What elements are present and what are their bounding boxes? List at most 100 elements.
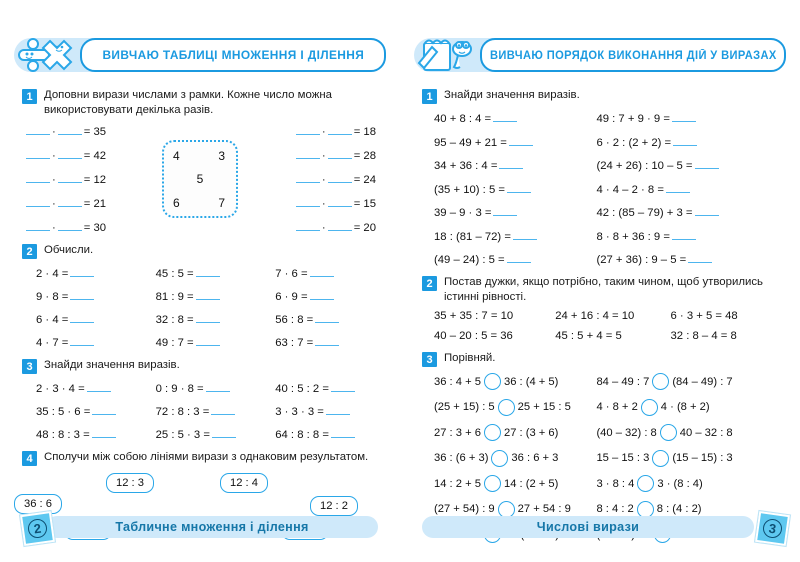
equation-row[interactable]: 49 : 7 =: [156, 334, 276, 349]
answer-blank[interactable]: [327, 219, 352, 232]
comparison-circle[interactable]: [483, 424, 501, 442]
answer-blank[interactable]: [70, 265, 95, 278]
comparison-circle[interactable]: [491, 449, 509, 467]
answer-blank[interactable]: [330, 380, 355, 393]
equation-row[interactable]: 40 + 8 : 4 =: [434, 110, 596, 125]
equation-row[interactable]: 6 · 4 =: [36, 311, 156, 326]
compare-row[interactable]: 36 : (6 + 3) 36 : 6 + 3: [434, 449, 596, 467]
answer-blank[interactable]: [327, 147, 352, 160]
equation-row[interactable]: 6 · 3 + 5 = 48: [670, 310, 738, 323]
answer-blank[interactable]: [499, 157, 524, 169]
compare-row[interactable]: (25 + 15) : 5 25 + 15 : 5: [434, 398, 596, 416]
answer-blank[interactable]: [195, 288, 220, 301]
equation-row[interactable]: 2 · 3 · 4 =: [36, 380, 156, 395]
task-1-equation[interactable]: · = 30: [24, 219, 106, 234]
answer-blank[interactable]: [92, 403, 117, 416]
equation-row[interactable]: 45 : 5 + 4 = 5: [555, 330, 622, 343]
answer-blank[interactable]: [91, 426, 116, 439]
equation-row[interactable]: 9 · 8 =: [36, 288, 156, 303]
equation-row[interactable]: 40 : 5 : 2 =: [275, 380, 378, 395]
answer-blank[interactable]: [57, 147, 82, 160]
comparison-circle[interactable]: [497, 398, 515, 416]
comparison-circle[interactable]: [640, 398, 658, 416]
answer-blank[interactable]: [671, 110, 696, 122]
compare-row[interactable]: 15 – 15 : 3 (15 – 15) : 3: [596, 449, 778, 467]
compare-row[interactable]: 3 · 8 : 4 3 · (8 : 4): [596, 475, 778, 493]
equation-row[interactable]: 72 : 8 : 3 =: [156, 403, 276, 418]
answer-blank[interactable]: [57, 219, 82, 232]
expression-box[interactable]: 12 : 3: [106, 473, 154, 494]
answer-blank[interactable]: [673, 134, 698, 146]
equation-row[interactable]: 6 · 9 =: [275, 288, 378, 303]
comparison-circle[interactable]: [652, 373, 670, 391]
equation-row[interactable]: 4 · 7 =: [36, 334, 156, 349]
comparison-circle[interactable]: [483, 475, 501, 493]
equation-row[interactable]: 48 : 8 : 3 =: [36, 426, 156, 441]
compare-row[interactable]: 36 : 4 + 5 36 : (4 + 5): [434, 373, 596, 391]
answer-blank[interactable]: [325, 403, 350, 416]
equation-row[interactable]: (35 + 10) : 5 =: [434, 181, 596, 196]
task-1-equation[interactable]: · = 42: [24, 147, 106, 162]
equation-row[interactable]: 34 + 36 : 4 =: [434, 157, 596, 172]
answer-blank[interactable]: [70, 334, 95, 347]
expression-box[interactable]: 12 : 4: [220, 473, 268, 494]
answer-blank[interactable]: [205, 380, 230, 393]
task-1-equation[interactable]: · = 15: [294, 195, 376, 210]
answer-blank[interactable]: [70, 288, 95, 301]
task-1-equation[interactable]: · = 24: [294, 171, 376, 186]
answer-blank[interactable]: [327, 123, 352, 136]
answer-blank[interactable]: [26, 123, 50, 136]
answer-blank[interactable]: [86, 380, 111, 393]
equation-row[interactable]: 95 – 49 + 21 =: [434, 134, 596, 149]
compare-row[interactable]: (40 – 32) : 8 40 – 32 : 8: [596, 424, 778, 442]
equation-row[interactable]: 18 : (81 – 72) =: [434, 228, 596, 243]
answer-blank[interactable]: [195, 334, 220, 347]
answer-blank[interactable]: [57, 171, 82, 184]
comparison-circle[interactable]: [637, 475, 655, 493]
answer-blank[interactable]: [327, 195, 352, 208]
answer-blank[interactable]: [493, 110, 518, 122]
answer-blank[interactable]: [508, 134, 533, 146]
equation-row[interactable]: 0 : 9 · 8 =: [156, 380, 276, 395]
equation-row[interactable]: 56 : 8 =: [275, 311, 378, 326]
answer-blank[interactable]: [671, 228, 696, 240]
equation-row[interactable]: 2 · 4 =: [36, 265, 156, 280]
equation-row[interactable]: 40 – 20 : 5 = 36: [434, 330, 513, 343]
equation-row[interactable]: 49 : 7 + 9 · 9 =: [596, 110, 778, 125]
expression-box[interactable]: 36 : 6: [14, 494, 62, 515]
answer-blank[interactable]: [493, 204, 518, 216]
answer-blank[interactable]: [195, 265, 220, 278]
answer-blank[interactable]: [295, 123, 320, 136]
answer-blank[interactable]: [295, 219, 320, 232]
comparison-circle[interactable]: [659, 424, 677, 442]
answer-blank[interactable]: [211, 426, 236, 439]
answer-blank[interactable]: [211, 403, 236, 416]
equation-row[interactable]: 6 · 2 : (2 + 2) =: [596, 134, 778, 149]
equation-row[interactable]: (27 + 36) : 9 – 5 =: [596, 251, 778, 266]
task-1-equation[interactable]: · = 20: [294, 219, 376, 234]
equation-row[interactable]: 63 : 7 =: [275, 334, 378, 349]
answer-blank[interactable]: [327, 171, 352, 184]
compare-row[interactable]: 27 : 3 + 6 27 : (3 + 6): [434, 424, 596, 442]
equation-row[interactable]: 32 : 8 – 4 = 8: [670, 330, 737, 343]
compare-row[interactable]: (27 + 54) : 9 27 + 54 : 9: [434, 500, 596, 518]
equation-row[interactable]: 81 : 9 =: [156, 288, 276, 303]
task-1-equation[interactable]: · = 28: [294, 147, 376, 162]
answer-blank[interactable]: [57, 195, 82, 208]
compare-row[interactable]: 4 · 8 + 2 4 · (8 + 2): [596, 398, 778, 416]
equation-row[interactable]: 35 + 35 : 7 = 10: [434, 310, 514, 323]
compare-row[interactable]: 14 : 2 + 5 14 : (2 + 5): [434, 475, 596, 493]
equation-row[interactable]: 4 · 4 – 2 · 8 =: [596, 181, 778, 196]
answer-blank[interactable]: [26, 219, 50, 232]
answer-blank[interactable]: [330, 426, 355, 439]
equation-row[interactable]: 8 · 8 + 36 : 9 =: [596, 228, 778, 243]
equation-row[interactable]: 25 : 5 · 3 =: [156, 426, 276, 441]
answer-blank[interactable]: [70, 311, 95, 324]
equation-row[interactable]: 3 · 3 · 3 =: [275, 403, 378, 418]
task-1-equation[interactable]: · = 12: [24, 171, 106, 186]
answer-blank[interactable]: [26, 147, 50, 160]
task-1-equation[interactable]: · = 35: [24, 123, 106, 138]
answer-blank[interactable]: [295, 195, 320, 208]
answer-blank[interactable]: [309, 265, 334, 278]
equation-row[interactable]: 24 + 16 : 4 = 10: [555, 310, 635, 323]
